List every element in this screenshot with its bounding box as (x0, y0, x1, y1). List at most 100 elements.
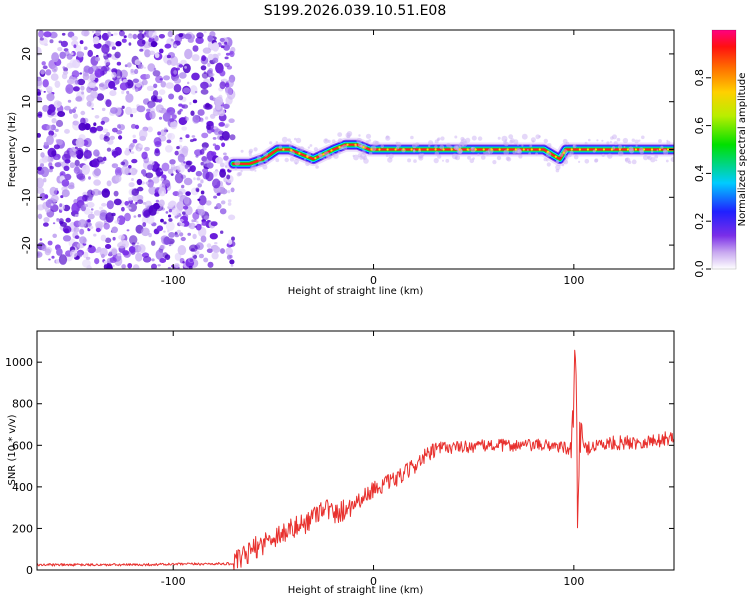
noise-speckle (225, 96, 233, 105)
track-speckle (395, 146, 400, 150)
noise-speckle (62, 225, 72, 234)
peak-track-layer (226, 131, 674, 177)
track-speckle (660, 145, 664, 149)
noise-speckle (109, 135, 116, 140)
noise-speckle (68, 184, 75, 190)
noise-speckle (128, 165, 132, 169)
noise-speckle (73, 154, 77, 159)
track-speckle (333, 153, 339, 159)
track-peak-dot (418, 148, 421, 151)
noise-speckle (122, 79, 128, 83)
track-speckle (236, 172, 241, 177)
track-speckle (434, 145, 438, 149)
noise-speckle (53, 68, 57, 71)
noise-speckle (165, 82, 174, 89)
noise-speckle (88, 176, 91, 180)
noise-speckle (95, 227, 101, 233)
colorbar: 0.0 0.2 0.4 0.6 0.8 Normalized spectral ampl… (693, 29, 748, 278)
noise-speckle (65, 217, 71, 223)
track-speckle (315, 165, 319, 169)
track-speckle (289, 150, 295, 157)
noise-speckle (62, 235, 72, 242)
noise-speckle (167, 266, 171, 269)
noise-speckle (128, 172, 132, 176)
noise-speckle (219, 162, 225, 168)
track-speckle (555, 164, 561, 170)
noise-speckle (42, 104, 49, 112)
track-speckle (234, 167, 238, 171)
track-speckle (643, 155, 649, 161)
noise-speckle (192, 233, 197, 240)
track-speckle (538, 135, 541, 138)
noise-speckle (75, 96, 83, 102)
noise-speckle (103, 156, 107, 161)
noise-speckle (151, 258, 155, 262)
noise-speckle (74, 235, 80, 240)
track-speckle (469, 158, 475, 164)
noise-speckle (227, 202, 232, 206)
track-speckle (666, 140, 671, 145)
noise-speckle (87, 219, 91, 223)
noise-speckle (83, 203, 88, 208)
track-speckle (307, 146, 311, 149)
noise-speckle (206, 124, 211, 130)
noise-speckle (224, 41, 228, 45)
track-speckle (503, 149, 510, 156)
track-speckle (240, 170, 243, 173)
noise-speckle (182, 261, 185, 264)
track-speckle (609, 140, 613, 143)
track-peak-dot (570, 148, 573, 151)
noise-speckle (124, 201, 129, 206)
track-speckle (295, 137, 302, 144)
track-speckle (617, 150, 624, 157)
noise-speckle (130, 151, 135, 154)
chart-title: S199.2026.039.10.51.E08 (264, 3, 447, 19)
noise-speckle (129, 169, 132, 172)
noise-speckle (40, 166, 50, 178)
track-speckle (650, 150, 654, 154)
noise-speckle (86, 248, 89, 251)
noise-speckle (197, 198, 201, 201)
noise-speckle (196, 32, 204, 39)
noise-speckle (199, 149, 205, 155)
noise-speckle (37, 213, 43, 220)
track-peak-dot (458, 148, 461, 151)
noise-speckle (187, 232, 191, 236)
noise-speckle (206, 243, 212, 248)
track-speckle (284, 157, 289, 163)
noise-speckle (90, 90, 98, 99)
noise-speckle (46, 124, 53, 131)
noise-speckle (51, 118, 57, 124)
track-speckle (442, 159, 444, 162)
noise-speckle (167, 30, 173, 38)
track-speckle (654, 154, 659, 159)
noise-speckle (48, 258, 51, 261)
noise-speckle (205, 102, 211, 108)
noise-speckle (212, 178, 221, 189)
noise-speckle (40, 163, 44, 168)
noise-speckle (176, 146, 180, 150)
noise-speckle (216, 192, 221, 196)
noise-speckle (80, 117, 86, 125)
noise-speckle (224, 56, 229, 60)
noise-speckle (128, 42, 132, 46)
noise-speckle (182, 211, 186, 215)
x-tick-label: -100 (161, 575, 186, 588)
noise-speckle (192, 138, 197, 142)
track-speckle (433, 158, 439, 164)
noise-speckle (113, 156, 117, 158)
noise-speckle (163, 230, 166, 233)
track-speckle (454, 156, 458, 160)
noise-speckle (106, 180, 112, 187)
track-speckle (305, 161, 310, 167)
noise-speckle (52, 233, 57, 238)
track-speckle (634, 139, 639, 144)
noise-speckle (168, 93, 175, 100)
noise-speckle (101, 107, 106, 112)
noise-speckle (91, 108, 94, 110)
noise-speckle (220, 230, 224, 234)
noise-speckle (112, 127, 118, 133)
noise-speckle (152, 70, 161, 77)
track-speckle (631, 138, 635, 142)
noise-speckle (163, 75, 170, 81)
